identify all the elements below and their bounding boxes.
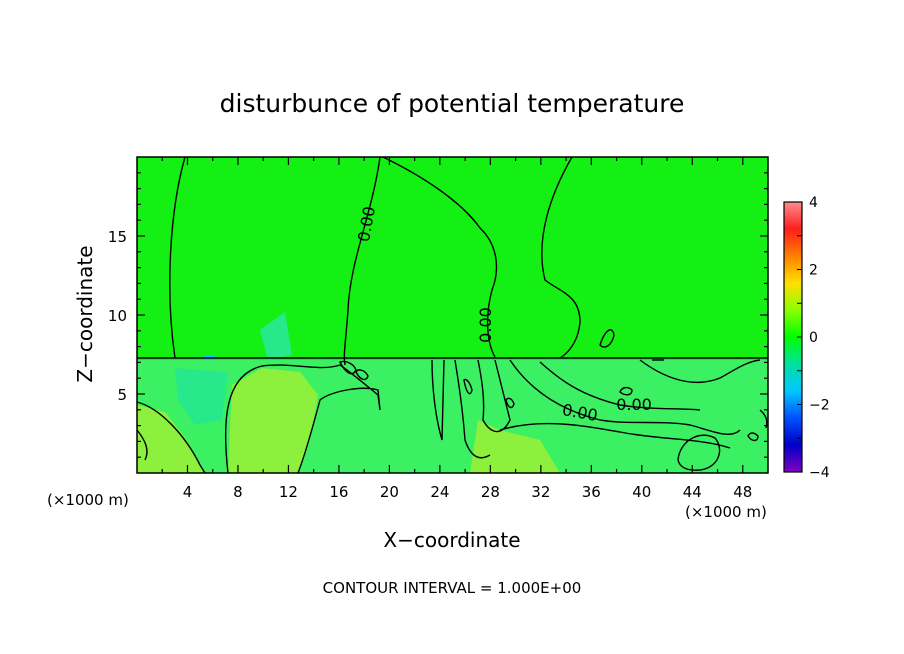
contour-line-22 [505,397,515,409]
colorbar-tick-label: 4 [809,195,818,211]
contour-line-23 [619,386,633,396]
contour-line-14 [677,434,721,471]
contour-line-4 [541,156,581,359]
x-unit-right: (×1000 m) [685,503,767,521]
contour-line-21 [463,378,473,395]
plot-area [137,157,768,473]
y-axis-ticks: 5 10 15 [108,172,768,458]
x-unit-left: (×1000 m) [47,491,129,509]
contour-line-6 [224,364,381,474]
contour-line-16 [639,359,761,383]
contour-line-2 [343,156,381,366]
x-tick-label: 40 [632,483,651,501]
warm-region-2 [137,405,205,473]
colorbar-tick-label: −4 [809,465,830,481]
contour-label-4: 0.00 [616,395,652,414]
x-axis-ticks: 4 8 12 16 20 24 28 32 36 40 44 48 [161,157,752,501]
x-tick-label: 36 [582,483,601,501]
x-tick-label: 48 [733,483,752,501]
contour-line-19 [339,360,357,375]
y-axis-label: Z−coordinate [73,245,97,382]
contour-line-8 [431,359,445,441]
x-tick-label: 32 [531,483,550,501]
contour-line-15 [599,329,615,348]
contour-line-13 [499,422,731,449]
chart-title: disturbunce of potential temperature [220,89,685,118]
contour-line-3 [382,156,498,358]
contour-line-11 [509,359,741,435]
cool-region-1 [175,368,228,425]
contour-line-1 [169,156,186,359]
colorbar-tick-label: 2 [809,263,818,279]
warm-region-3 [470,420,560,473]
contour-line-12 [539,361,701,411]
y-tick-label: 5 [117,386,127,404]
y-tick-label: 15 [108,228,127,246]
contour-line-7 [136,401,206,474]
warm-region-1 [228,368,318,473]
y-tick-label: 10 [108,307,127,325]
contour-lines [136,156,768,474]
contour-interval-footer: CONTOUR INTERVAL = 1.000E+00 [323,579,582,597]
contour-line-9 [454,359,491,459]
colorbar-ticks: 4 2 0 −2 −4 [797,195,830,481]
contour-line-25 [747,432,759,442]
x-axis-label: X−coordinate [383,528,520,552]
x-tick-label: 28 [481,483,500,501]
x-tick-label: 4 [183,483,193,501]
x-tick-label: 16 [329,483,348,501]
colorbar: 4 2 0 −2 −4 [783,195,830,481]
x-tick-label: 44 [683,483,702,501]
colorbar-tick-label: −2 [809,398,830,414]
contour-line-20 [355,369,369,381]
cool-region-2 [260,312,292,360]
x-tick-label: 24 [430,483,449,501]
contour-label-2: 0.00 [476,307,495,343]
colorbar-tick-label: 0 [809,330,818,346]
contour-line-10 [477,359,511,433]
x-tick-label: 12 [279,483,298,501]
field-upper [137,157,768,360]
contour-line-18 [136,429,148,461]
x-tick-label: 20 [380,483,399,501]
x-tick-label: 8 [233,483,243,501]
